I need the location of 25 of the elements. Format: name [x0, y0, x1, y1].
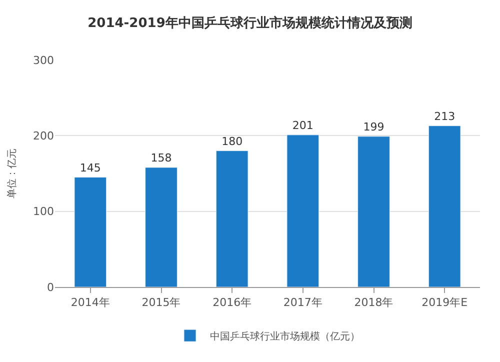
data-label: 145	[80, 161, 101, 174]
data-label: 213	[434, 110, 456, 123]
y-tick-label: 300	[33, 54, 54, 67]
data-label: 158	[150, 151, 172, 164]
y-tick-label: 200	[33, 130, 54, 143]
bar	[286, 134, 320, 287]
legend-label: 中国乒乓球行业市场规模（亿元）	[210, 330, 360, 342]
y-tick-label: 0	[47, 280, 54, 294]
y-axis-title: 单位：亿元	[6, 148, 18, 198]
bar	[216, 150, 248, 287]
bar	[428, 126, 461, 287]
x-tick-label: 2014年	[70, 296, 110, 310]
chart-title: 2014-2019年中国乒乓球行业市场规模统计情况及预测	[88, 15, 412, 32]
x-tick-label: 2016年	[212, 296, 252, 310]
bar	[74, 177, 107, 287]
x-tick-label: 2019年E	[422, 296, 468, 310]
x-tick-label: 2018年	[354, 296, 394, 310]
bar	[358, 136, 390, 287]
data-label: 201	[292, 118, 314, 132]
data-label: 180	[222, 134, 243, 148]
bar	[145, 167, 178, 287]
y-tick-label: 100	[33, 205, 54, 218]
data-label: 199	[363, 120, 384, 134]
x-tick-label: 2017年	[283, 296, 322, 310]
x-tick-label: 2015年	[142, 296, 181, 310]
